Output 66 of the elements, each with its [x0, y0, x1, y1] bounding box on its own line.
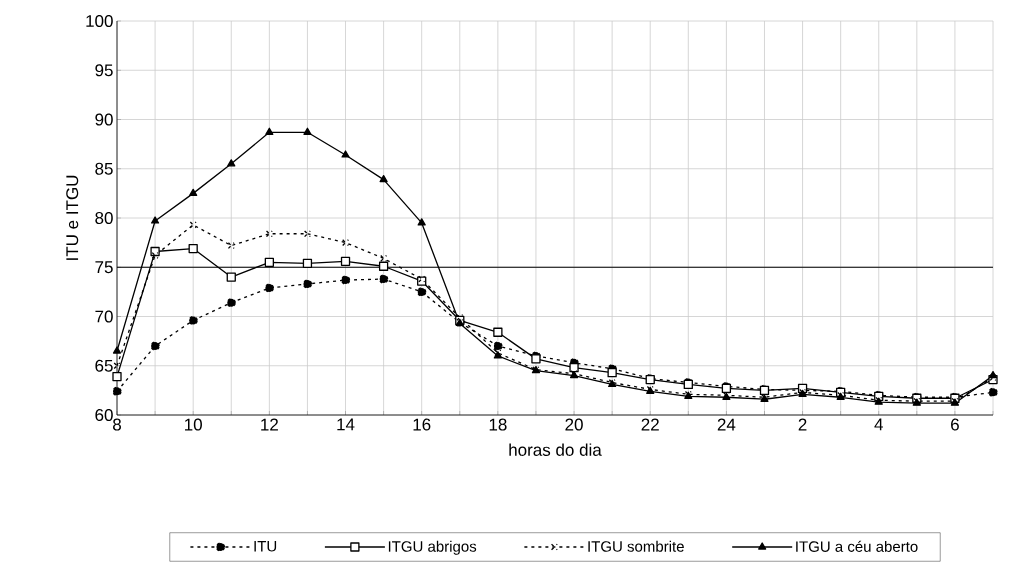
point [417, 287, 427, 297]
point [150, 341, 160, 351]
point [302, 258, 313, 268]
point [988, 387, 998, 397]
point [456, 314, 464, 321]
y-tick-label: 70 [95, 310, 113, 323]
point [569, 363, 579, 373]
point [150, 216, 160, 224]
point [189, 188, 198, 197]
point [379, 174, 388, 183]
point [227, 159, 236, 167]
point [188, 315, 198, 326]
y-tick-label: 80 [95, 211, 113, 225]
legend-label: ITU [254, 541, 277, 552]
x-tick-label: 10 [185, 418, 202, 431]
x-axis-title: horas do dia [509, 443, 602, 456]
point [189, 221, 197, 229]
x-tick-label: 6 [951, 418, 959, 431]
point [342, 239, 349, 247]
x-tick-label: 8 [113, 418, 121, 431]
y-tick-label: 100 [86, 14, 113, 28]
point [227, 242, 235, 250]
x-tick-label: 12 [261, 418, 278, 431]
y-tick-label: 60 [95, 408, 113, 422]
y-tick-label: 75 [95, 261, 113, 274]
y-tick-label: 65 [95, 359, 113, 372]
x-tick-label: 22 [641, 418, 659, 431]
point [303, 230, 311, 238]
point [607, 367, 617, 378]
x-tick-label: 2 [798, 418, 807, 431]
point [264, 283, 274, 293]
point [380, 254, 388, 262]
x-tick-label: 24 [717, 418, 736, 431]
legend-label: ITGU a céu aberto [796, 540, 918, 552]
point [988, 370, 998, 379]
point [113, 362, 121, 370]
x-tick-label: 4 [874, 418, 883, 431]
point [303, 127, 312, 135]
point [378, 261, 389, 271]
x-tick-label: 16 [413, 418, 431, 431]
point [265, 127, 274, 135]
point [188, 243, 198, 254]
y-tick-label: 90 [95, 113, 113, 126]
point [417, 218, 426, 226]
legend-label: ITGU abrigos [388, 540, 477, 555]
point [340, 275, 351, 285]
point [226, 298, 236, 308]
y-tick-label: 85 [95, 162, 113, 175]
point [112, 386, 122, 397]
point [378, 274, 389, 284]
point [264, 257, 274, 267]
legend-label: ITGU sombrite [588, 540, 684, 552]
point [493, 341, 503, 351]
x-tick-label: 18 [489, 418, 507, 431]
point [493, 327, 503, 337]
point [302, 279, 313, 289]
point [112, 346, 122, 354]
point [226, 272, 236, 282]
y-tick-label: 95 [95, 64, 113, 77]
point [340, 256, 351, 266]
x-tick-label: 20 [565, 418, 583, 431]
point [112, 371, 122, 382]
point [265, 230, 273, 238]
point [341, 150, 350, 158]
y-axis-title: ITU e ITGU [66, 175, 79, 260]
x-tick-label: 14 [337, 418, 355, 431]
